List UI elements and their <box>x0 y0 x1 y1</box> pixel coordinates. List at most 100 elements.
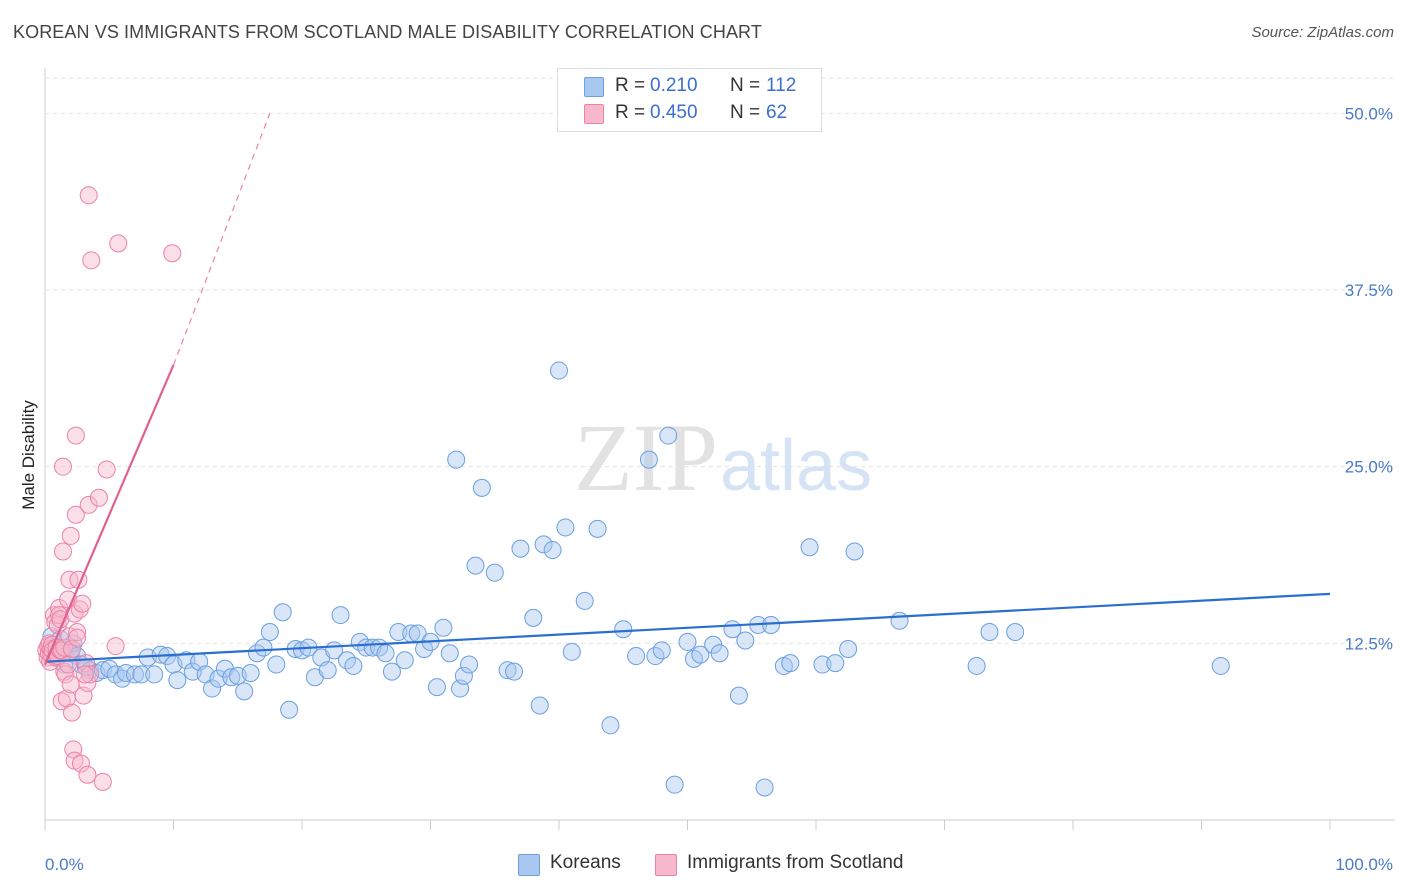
scotland-point <box>109 234 128 253</box>
korean-point <box>447 450 466 469</box>
chart-source: Source: ZipAtlas.com <box>1251 24 1394 41</box>
korean-point <box>440 644 459 663</box>
korean-point <box>845 542 864 561</box>
korean-point <box>530 696 549 715</box>
watermark-zip: ZIP <box>574 404 718 511</box>
korean-point <box>389 623 408 642</box>
korean-point <box>659 426 678 445</box>
korean-point <box>235 682 254 701</box>
chart-title: KOREAN VS IMMIGRANTS FROM SCOTLAND MALE … <box>13 22 762 42</box>
korean-swatch <box>584 77 604 97</box>
korean-point <box>168 671 187 690</box>
scotland-point <box>59 655 78 674</box>
scotland-point <box>75 665 94 684</box>
scotland-point <box>62 703 81 722</box>
scotland-point <box>71 754 90 773</box>
korean-point <box>344 656 363 675</box>
korean-point <box>534 535 553 554</box>
scotland-point <box>62 639 81 658</box>
korean-point <box>1006 623 1025 642</box>
korean-point <box>132 665 151 684</box>
y-axis-label: Male Disability <box>19 400 38 510</box>
korean-point <box>588 519 607 538</box>
korean-n-value: 112 <box>766 75 797 96</box>
scotland-point <box>66 505 85 524</box>
korean-point <box>485 563 504 582</box>
bottom-korean-label: Koreans <box>550 852 621 873</box>
scotland-point <box>78 765 97 784</box>
watermark-atlas: atlas <box>720 426 872 506</box>
bottom-korean-swatch <box>518 854 540 876</box>
scotland-r-label: R = <box>615 102 646 123</box>
scotland-point <box>66 426 85 445</box>
korean-point <box>729 686 748 705</box>
scotland-point <box>163 244 182 263</box>
korean-point <box>116 664 135 683</box>
scotland-point <box>52 692 71 711</box>
korean-point <box>639 450 658 469</box>
bottom-scotland-swatch <box>655 854 677 876</box>
korean-point <box>800 538 819 557</box>
korean-point <box>460 655 479 674</box>
korean-point <box>980 623 999 642</box>
korean-point <box>434 618 453 637</box>
korean-point <box>203 679 222 698</box>
scotland-point <box>53 542 72 561</box>
korean-point <box>280 700 299 719</box>
korean-point <box>575 591 594 610</box>
scotland-points <box>37 186 182 791</box>
korean-point <box>382 662 401 681</box>
korean-point <box>781 654 800 673</box>
korean-point <box>652 641 671 660</box>
korean-point <box>267 655 286 674</box>
korean-point <box>331 606 350 625</box>
scotland-point <box>80 665 99 684</box>
scotland-point <box>73 594 92 613</box>
korean-point <box>505 662 524 681</box>
scotland-point <box>68 628 87 647</box>
korean-point <box>395 651 414 670</box>
korean-point <box>762 615 781 634</box>
tick-labels: 12.5% 25.0% 37.5% 50.0% 0.0% 100.0% <box>45 104 1393 874</box>
korean-point <box>125 665 144 684</box>
korean-point <box>839 639 858 658</box>
korean-point <box>691 645 710 664</box>
korean-point <box>273 603 292 622</box>
scotland-point <box>68 623 87 642</box>
scotland-point <box>89 488 108 507</box>
korean-point <box>967 656 986 675</box>
korean-point <box>357 638 376 657</box>
korean-point <box>556 518 575 537</box>
x-tick-label: 0.0% <box>45 855 84 874</box>
scotland-point <box>93 772 112 791</box>
korean-point <box>376 644 395 663</box>
korean-point <box>665 775 684 794</box>
scotland-point <box>61 526 80 545</box>
korean-point <box>601 716 620 735</box>
korean-point <box>254 638 273 657</box>
scotland-point <box>97 460 116 479</box>
korean-point <box>543 541 562 560</box>
korean-point <box>710 644 729 663</box>
korean-point <box>222 668 241 687</box>
scotland-point <box>106 637 125 656</box>
korean-point <box>550 361 568 380</box>
y-tick-label: 25.0% <box>1345 458 1393 477</box>
korean-r-value: 0.210 <box>650 75 698 96</box>
y-tick-label: 50.0% <box>1345 104 1393 123</box>
trend-lines <box>43 113 1331 665</box>
scotland-trend-line <box>43 364 175 665</box>
korean-point <box>511 539 530 558</box>
korean-point <box>177 651 196 670</box>
legend: R = 0.210 N = 112 R = 0.450 N = 62 <box>557 68 822 132</box>
korean-point <box>1211 656 1230 675</box>
bottom-scotland-label: Immigrants from Scotland <box>687 852 904 873</box>
korean-point <box>415 639 434 658</box>
korean-point <box>454 666 473 685</box>
korean-point <box>145 665 164 684</box>
scotland-swatch <box>584 104 604 124</box>
korean-trend-line <box>44 592 1331 663</box>
korean-point <box>614 620 633 639</box>
korean-point <box>209 669 228 688</box>
